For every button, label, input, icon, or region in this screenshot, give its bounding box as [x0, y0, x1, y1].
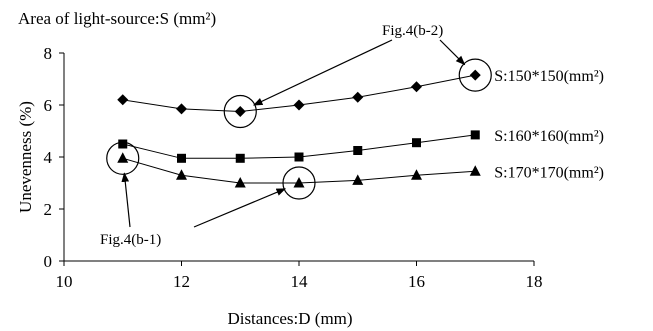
square-point	[118, 139, 128, 149]
callout-arrow	[439, 39, 466, 66]
y-tick-label: 2	[44, 200, 53, 219]
square-point	[177, 153, 186, 163]
y-tick-label: 8	[44, 44, 53, 63]
callout-arrow	[193, 188, 287, 228]
series-square: S:160*160(mm²)	[118, 128, 604, 163]
triangle-point	[176, 169, 187, 180]
diamond-point	[234, 106, 246, 117]
diamond-point	[293, 99, 305, 111]
diamond-point	[411, 81, 422, 93]
series-label: S:170*170(mm²)	[494, 164, 604, 181]
y-tick-label: 6	[44, 96, 53, 115]
annotation-layer: Fig.4(b-2) Fig.4(b-1)	[100, 23, 492, 248]
callout-circle	[458, 58, 492, 92]
triangle-point	[234, 177, 246, 188]
square-point	[412, 138, 421, 148]
callout-circle	[282, 166, 316, 200]
x-tick-label: 16	[408, 272, 425, 291]
triangle-point	[352, 174, 364, 185]
y-tick-label: 4	[44, 148, 53, 167]
x-tick-label: 12	[173, 272, 190, 291]
callout-label: Fig.4(b-1)	[100, 232, 161, 248]
triangle-point	[411, 169, 422, 180]
callout-arrow	[252, 39, 393, 106]
callout-label: Fig.4(b-2)	[382, 23, 443, 39]
chart-title: Area of light-source:S (mm²)	[18, 9, 216, 28]
diamond-point	[117, 94, 129, 106]
x-tick-label: 10	[56, 272, 73, 291]
callout-arrow	[121, 172, 131, 228]
y-tick-label: 0	[44, 252, 53, 271]
diamond-point	[352, 91, 364, 103]
triangle-point	[469, 165, 481, 176]
series-layer: S:150*150(mm²) S:160*160(mm²) S:170*170(mm…	[117, 68, 604, 188]
series-triangle: S:170*170(mm²)	[117, 152, 604, 188]
axes: 10 12 14 16 18 0 2 4 6 8	[44, 44, 543, 291]
callout-group: Fig.4(b-2)	[223, 23, 492, 129]
triangle-point	[117, 152, 129, 163]
diamond-point	[469, 69, 481, 81]
series-diamond: S:150*150(mm²)	[117, 68, 604, 117]
x-tick-label: 18	[526, 272, 543, 291]
callout-group: Fig.4(b-1)	[100, 141, 316, 248]
square-point	[353, 146, 363, 155]
triangle-point	[293, 177, 305, 188]
diamond-point	[176, 103, 187, 115]
y-axis-title: Unevenness (%)	[16, 101, 35, 213]
square-point	[235, 153, 245, 163]
series-label: S:160*160(mm²)	[494, 128, 604, 145]
x-tick-label: 14	[291, 272, 309, 291]
callout-circle	[223, 94, 257, 129]
x-axis-title: Distances:D (mm)	[227, 309, 352, 328]
square-point	[470, 130, 480, 140]
square-point	[294, 152, 304, 162]
series-label: S:150*150(mm²)	[494, 68, 604, 85]
